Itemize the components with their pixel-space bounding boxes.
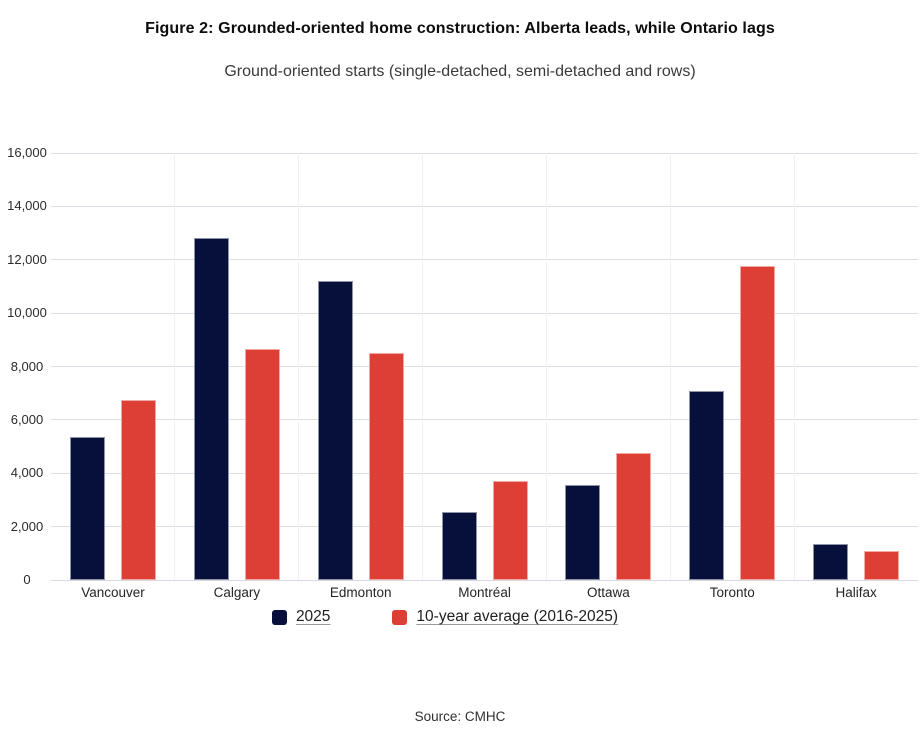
bar-10-year-average-2016-2025-calgary (244, 349, 280, 580)
gridline (51, 419, 918, 421)
x-tick-label-ottawa: Ottawa (587, 585, 630, 600)
y-tick-label: 16,000 (7, 145, 47, 160)
gridline (51, 526, 918, 528)
y-tick-label: 2,000 (10, 518, 44, 534)
x-tick-label-halifax: Halifax (835, 585, 877, 600)
gridline (51, 472, 918, 474)
vertical-separator (545, 153, 547, 580)
y-tick-label: 10,000 (7, 305, 47, 321)
vertical-separator (793, 153, 795, 580)
x-tick-label-vancouver: Vancouver (81, 585, 145, 600)
x-tick-label-edmonton: Edmonton (329, 585, 392, 600)
bar-10-year-average-2016-2025-montreal (492, 481, 528, 580)
plot-area (51, 152, 918, 581)
gridline (51, 259, 918, 261)
bar-2025-calgary (193, 238, 229, 580)
bar-2025-halifax (813, 544, 849, 580)
legend-swatch-10-year-average-2016-2025 (392, 609, 408, 625)
vertical-separator (669, 153, 671, 580)
bar-10-year-average-2016-2025-halifax (864, 550, 900, 580)
bar-2025-edmonton (317, 281, 353, 580)
y-tick-label: 12,000 (7, 251, 47, 267)
y-tick-label: 4,000 (10, 465, 44, 481)
legend-swatch-2025 (271, 609, 287, 625)
y-tick-label: 6,000 (10, 411, 44, 427)
chart-title: Figure 2: Grounded-oriented home constru… (145, 20, 775, 37)
legend-label-10-year-average-2016-2025: 10-year average (2016-2025) (416, 608, 619, 625)
bar-10-year-average-2016-2025-ottawa (616, 453, 652, 580)
y-tick-label: 8,000 (10, 358, 44, 374)
bar-2025-toronto (689, 390, 725, 580)
bar-10-year-average-2016-2025-edmonton (368, 353, 404, 580)
x-axis-line (51, 579, 918, 581)
legend-label-2025: 2025 (295, 608, 331, 625)
bar-10-year-average-2016-2025-vancouver (120, 399, 156, 580)
gridline (51, 205, 918, 207)
bar-2025-ottawa (565, 485, 601, 580)
legend: 2025 10-year average (2016-2025) (0, 604, 920, 630)
bar-10-year-average-2016-2025-toronto (740, 266, 776, 580)
legend-item-2025[interactable]: 2025 (271, 608, 331, 626)
gridline (51, 366, 918, 367)
y-tick-label: 0 (23, 572, 31, 587)
vertical-separator (298, 153, 300, 580)
vertical-separator (422, 153, 424, 580)
x-tick-label-montreal: Montréal (458, 585, 511, 600)
gridline (51, 312, 918, 314)
x-tick-label-calgary: Calgary (213, 585, 261, 600)
chart-subtitle: Ground-oriented starts (single-detached,… (224, 63, 696, 80)
gridline (51, 152, 918, 154)
legend-item-10-year-average-2016-2025[interactable]: 10-year average (2016-2025) (392, 608, 618, 626)
x-tick-label-toronto: Toronto (709, 585, 755, 600)
y-tick-label: 14,000 (7, 198, 47, 214)
bar-2025-vancouver (69, 437, 105, 580)
source-note: Source: CMHC (414, 709, 506, 724)
vertical-separator (174, 153, 176, 580)
bar-2025-montreal (441, 511, 477, 580)
